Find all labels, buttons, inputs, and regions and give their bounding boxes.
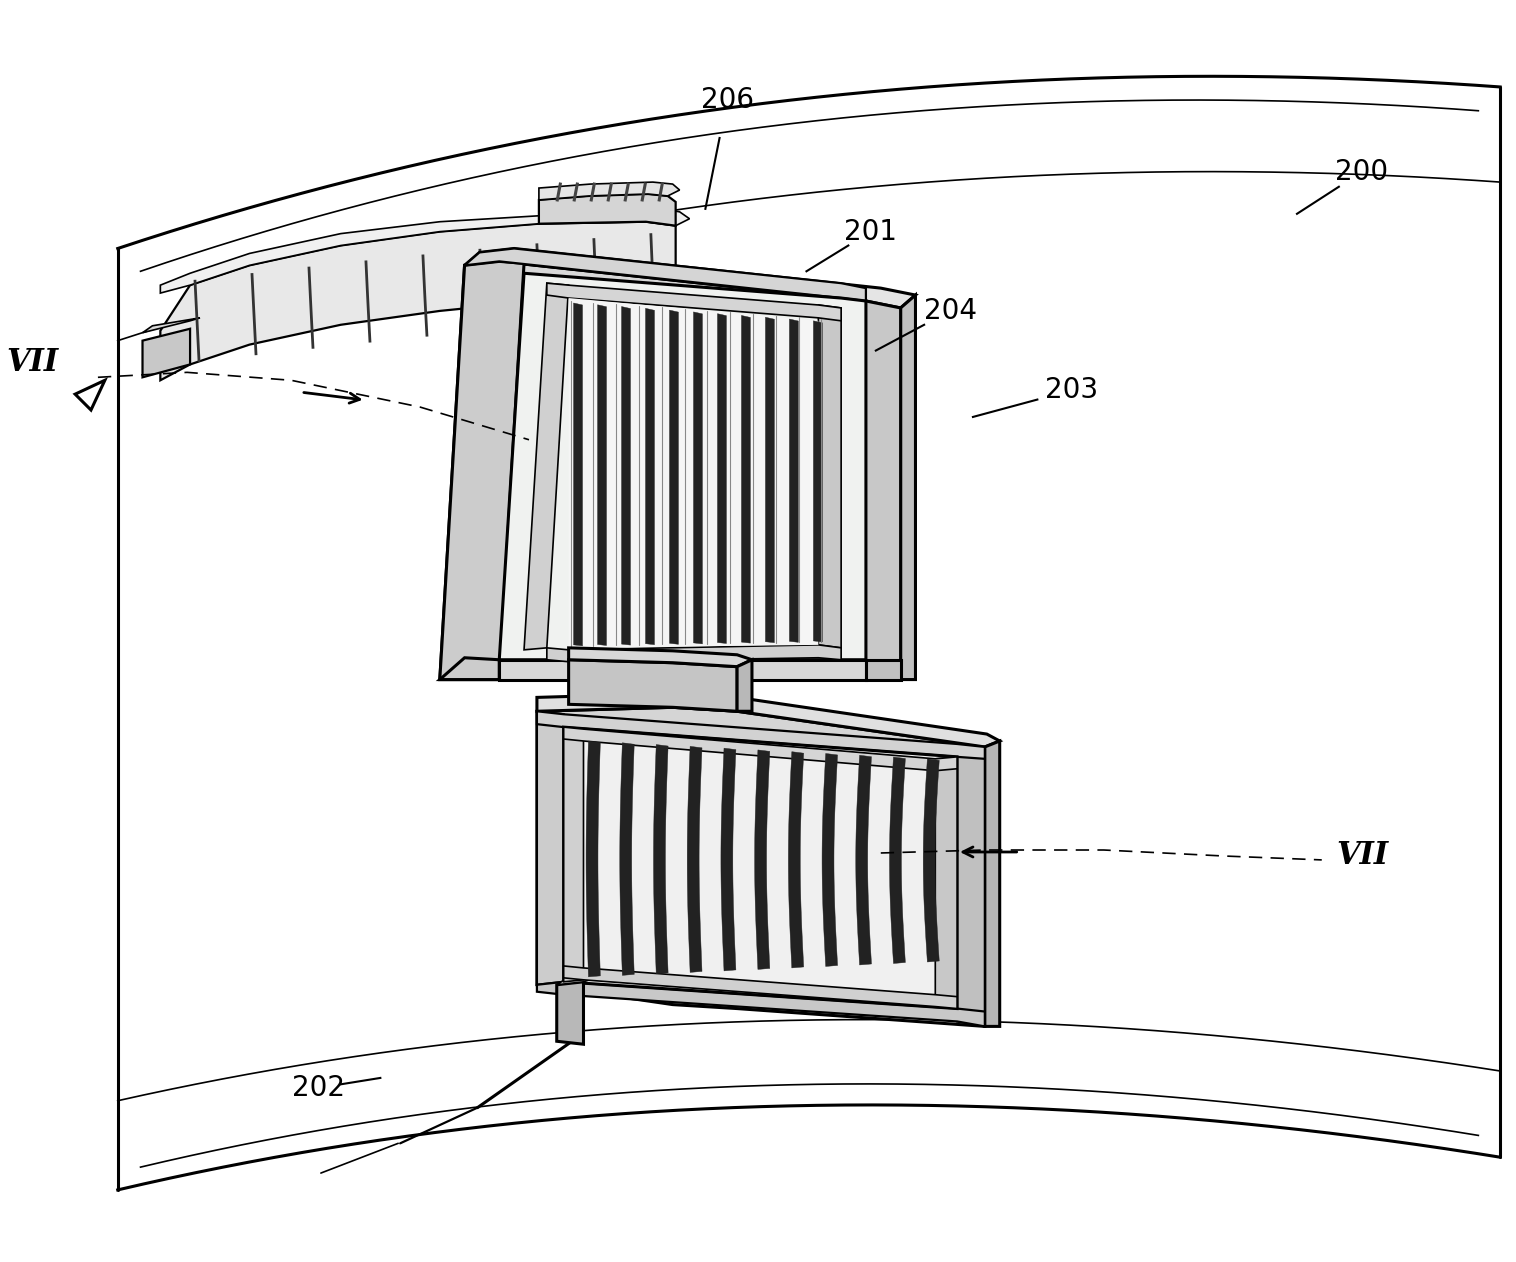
Polygon shape — [499, 274, 866, 660]
Polygon shape — [957, 745, 985, 1026]
Text: 206: 206 — [700, 86, 753, 114]
Polygon shape — [622, 307, 631, 645]
Polygon shape — [537, 982, 985, 1026]
Polygon shape — [866, 660, 901, 679]
Text: VII: VII — [6, 347, 58, 377]
Polygon shape — [693, 312, 702, 644]
Polygon shape — [464, 249, 916, 308]
Polygon shape — [890, 757, 905, 963]
Polygon shape — [143, 329, 190, 377]
Polygon shape — [568, 298, 819, 647]
Polygon shape — [143, 318, 200, 333]
Polygon shape — [597, 304, 606, 645]
Polygon shape — [564, 727, 957, 771]
Polygon shape — [537, 712, 564, 984]
Polygon shape — [161, 222, 676, 380]
Polygon shape — [841, 298, 901, 679]
Text: 200: 200 — [1336, 158, 1389, 187]
Polygon shape — [537, 707, 985, 1026]
Polygon shape — [923, 758, 940, 962]
Polygon shape — [161, 209, 690, 293]
Polygon shape — [440, 261, 901, 679]
Polygon shape — [687, 746, 702, 973]
Polygon shape — [525, 283, 568, 650]
Text: 201: 201 — [844, 217, 897, 246]
Polygon shape — [646, 308, 655, 645]
Polygon shape — [537, 693, 999, 747]
Polygon shape — [985, 741, 999, 1026]
Polygon shape — [722, 748, 735, 970]
Polygon shape — [537, 712, 985, 758]
Polygon shape — [653, 745, 669, 974]
Polygon shape — [737, 660, 752, 712]
Polygon shape — [440, 261, 525, 679]
Text: 204: 204 — [923, 297, 976, 324]
Polygon shape — [755, 750, 770, 969]
Polygon shape — [564, 727, 957, 1008]
Polygon shape — [822, 753, 837, 967]
Polygon shape — [935, 757, 957, 1008]
Polygon shape — [620, 743, 634, 976]
Polygon shape — [118, 76, 1501, 1190]
Polygon shape — [547, 645, 841, 661]
Polygon shape — [855, 755, 872, 965]
Polygon shape — [464, 249, 866, 302]
Polygon shape — [499, 660, 866, 679]
Text: 202: 202 — [293, 1074, 346, 1102]
Polygon shape — [790, 319, 799, 642]
Polygon shape — [538, 182, 679, 199]
Polygon shape — [670, 310, 679, 645]
Polygon shape — [568, 660, 737, 712]
Polygon shape — [564, 965, 957, 1008]
Polygon shape — [556, 982, 584, 1044]
Polygon shape — [440, 658, 499, 679]
Polygon shape — [538, 194, 676, 226]
Polygon shape — [814, 321, 822, 642]
Polygon shape — [573, 303, 582, 646]
Polygon shape — [564, 727, 584, 982]
Text: 203: 203 — [1046, 376, 1099, 404]
Polygon shape — [547, 283, 841, 321]
Polygon shape — [717, 314, 726, 644]
Polygon shape — [766, 317, 775, 642]
Polygon shape — [788, 752, 803, 968]
Polygon shape — [819, 305, 841, 647]
Polygon shape — [587, 741, 600, 977]
Polygon shape — [556, 974, 599, 984]
Polygon shape — [901, 295, 916, 679]
Polygon shape — [568, 647, 752, 666]
Polygon shape — [76, 380, 105, 410]
Text: VII: VII — [1337, 840, 1389, 872]
Polygon shape — [741, 316, 750, 644]
